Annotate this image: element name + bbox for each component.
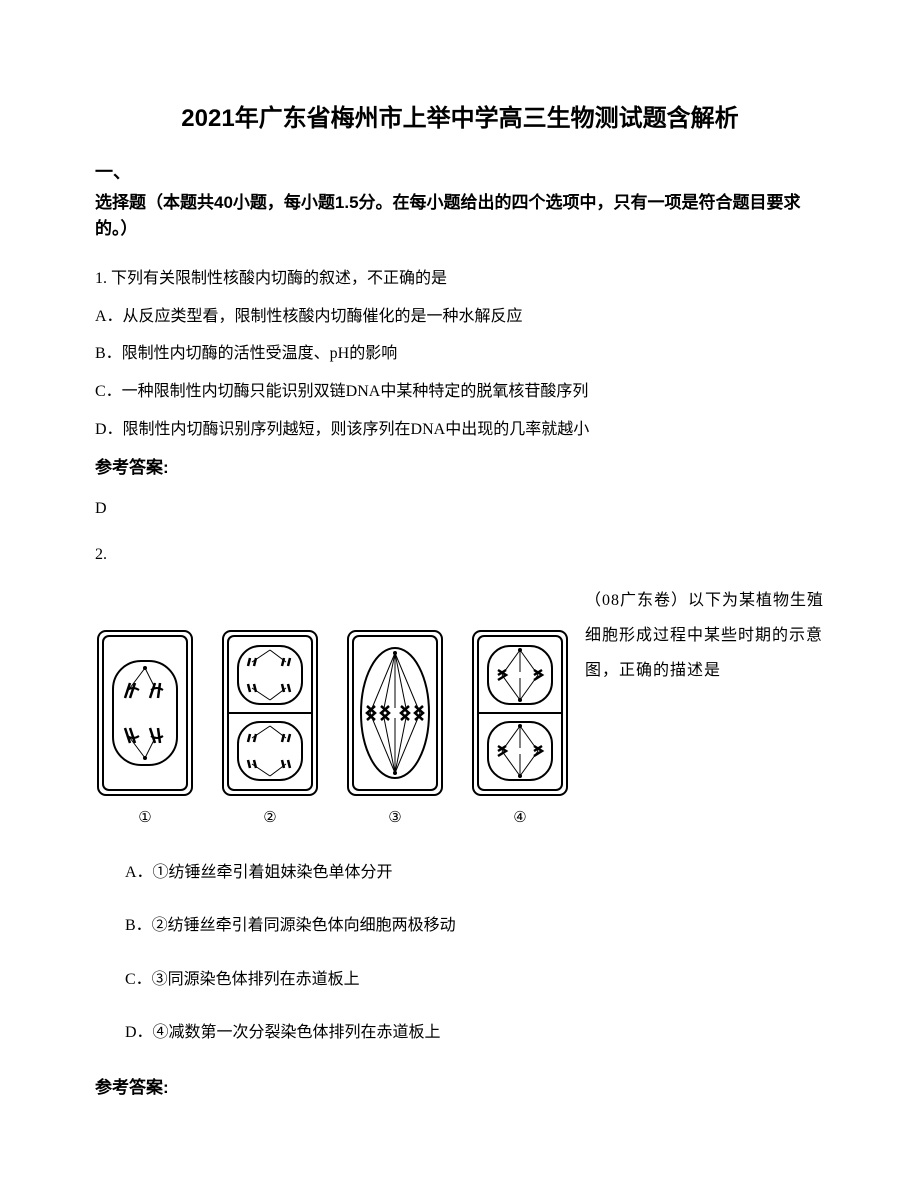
q1-answer: D [95,496,825,522]
q2-option-b: B．②纺锤丝牵引着同源染色体向细胞两极移动 [125,913,825,939]
q2-option-d: D．④减数第一次分裂染色体排列在赤道板上 [125,1020,825,1046]
cell-item-3: ③ [345,628,445,830]
cell-label-4: ④ [513,806,526,830]
q2-number: 2. [95,542,825,568]
q2-option-c: C．③同源染色体排列在赤道板上 [125,967,825,993]
cell-diagram-2-icon [220,628,320,798]
cell-item-4: ④ [470,628,570,830]
cell-label-2: ② [263,806,276,830]
cell-item-2: ② [220,628,320,830]
cell-diagram-1-icon [95,628,195,798]
q2-content-wrap: ① [95,583,825,830]
q1-option-c: C．一种限制性内切酶只能识别双链DNA中某种特定的脱氧核苷酸序列 [95,379,825,405]
cell-label-3: ③ [388,806,401,830]
q2-options: A．①纺锤丝牵引着姐妹染色单体分开 B．②纺锤丝牵引着同源染色体向细胞两极移动 … [125,860,825,1046]
q2-option-a: A．①纺锤丝牵引着姐妹染色单体分开 [125,860,825,886]
q1-option-d: D．限制性内切酶识别序列越短，则该序列在DNA中出现的几率就越小 [95,417,825,443]
q2-answer-label: 参考答案: [95,1074,825,1101]
section-number: 一、 [95,158,825,187]
cells-row: ① [95,628,570,830]
cell-diagram-4-icon [470,628,570,798]
cell-label-1: ① [138,806,151,830]
q1-stem: 1. 下列有关限制性核酸内切酶的叙述，不正确的是 [95,266,825,292]
section-description: 选择题（本题共40小题，每小题1.5分。在每小题给出的四个选项中，只有一项是符合… [95,190,825,241]
q1-answer-label: 参考答案: [95,454,825,481]
q2-figure: ① [95,628,570,830]
page-title: 2021年广东省梅州市上举中学高三生物测试题含解析 [95,100,825,138]
q2-context-text: （08广东卷）以下为某植物生殖细胞形成过程中某些时期的示意图，正确的描述是 [570,583,825,689]
q1-option-b: B．限制性内切酶的活性受温度、pH的影响 [95,341,825,367]
cell-item-1: ① [95,628,195,830]
cell-diagram-3-icon [345,628,445,798]
q1-option-a: A．从反应类型看，限制性核酸内切酶催化的是一种水解反应 [95,304,825,330]
